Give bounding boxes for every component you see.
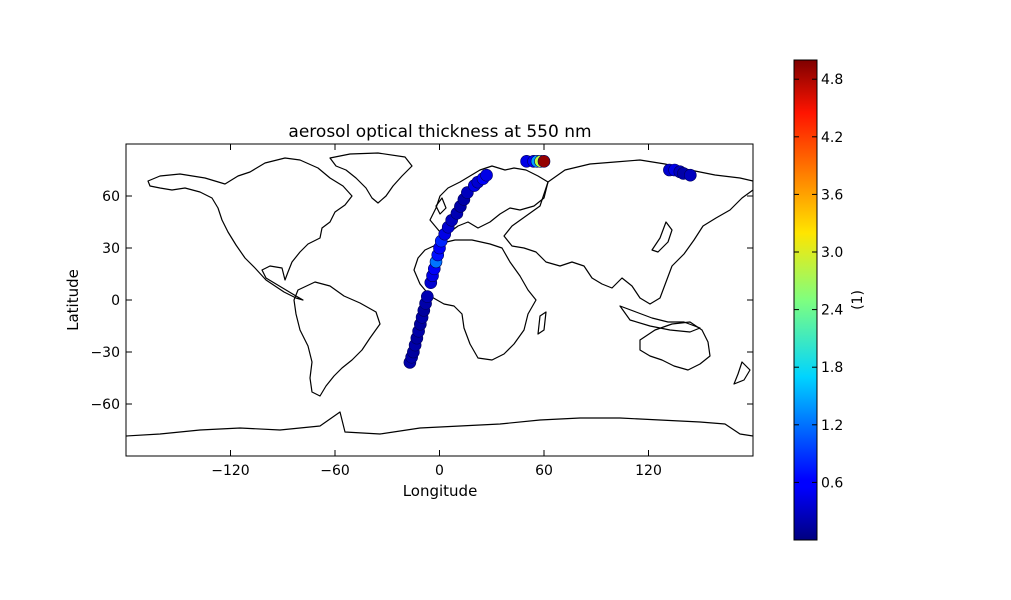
coastline-south-america — [293, 281, 381, 397]
coastline-north-america — [147, 157, 353, 301]
plot-frame — [125, 143, 754, 457]
x-tick-label: 0 — [435, 463, 444, 479]
coastline-asia — [503, 159, 753, 305]
data-point — [683, 168, 697, 182]
coastline-japan — [651, 221, 673, 253]
scatter-points — [403, 155, 697, 369]
coastline-british-isles — [435, 197, 447, 215]
axes: −120 −60 0 60 120 −60 −30 0 30 60 — [90, 144, 753, 479]
colorbar-label: (1) — [850, 290, 866, 310]
colorbar-tick-label: 3.6 — [821, 187, 843, 203]
data-point — [537, 155, 551, 168]
data-point — [421, 290, 434, 303]
y-tick-label: −60 — [90, 397, 120, 413]
x-tick-label: 60 — [535, 463, 553, 479]
colorbar-ticks: 0.6 1.2 1.8 2.4 3.0 3.6 4.2 4.8 — [794, 72, 843, 491]
coastline-australia — [639, 321, 711, 371]
colorbar-tick-label: 1.2 — [821, 418, 843, 434]
colorbar — [793, 59, 818, 541]
x-tick-label: 120 — [635, 463, 662, 479]
data-point — [480, 168, 493, 182]
colorbar-tick-label: 4.8 — [821, 72, 843, 88]
colorbar-tick-label: 2.4 — [821, 303, 843, 319]
colorbar-tick-label: 1.8 — [821, 360, 843, 376]
y-tick-label: 30 — [102, 241, 120, 257]
y-tick-label: 60 — [102, 189, 120, 205]
x-axis-label: Longitude — [403, 482, 478, 500]
coastline-antarctica — [126, 411, 753, 437]
colorbar-tick-label: 0.6 — [821, 475, 843, 491]
coastline-greenland — [329, 152, 413, 204]
x-tick-label: −60 — [320, 463, 350, 479]
x-tick-label: −120 — [211, 463, 249, 479]
y-axis-label: Latitude — [64, 269, 82, 331]
chart-title: aerosol optical thickness at 550 nm — [288, 122, 591, 142]
colorbar-tick-label: 4.2 — [821, 130, 843, 146]
coastline-new-zealand — [733, 361, 751, 385]
coastlines — [126, 152, 753, 437]
y-tick-label: 0 — [111, 293, 120, 309]
colorbar-tick-label: 3.0 — [821, 245, 843, 261]
y-tick-label: −30 — [90, 345, 120, 361]
coastline-madagascar — [537, 311, 547, 335]
